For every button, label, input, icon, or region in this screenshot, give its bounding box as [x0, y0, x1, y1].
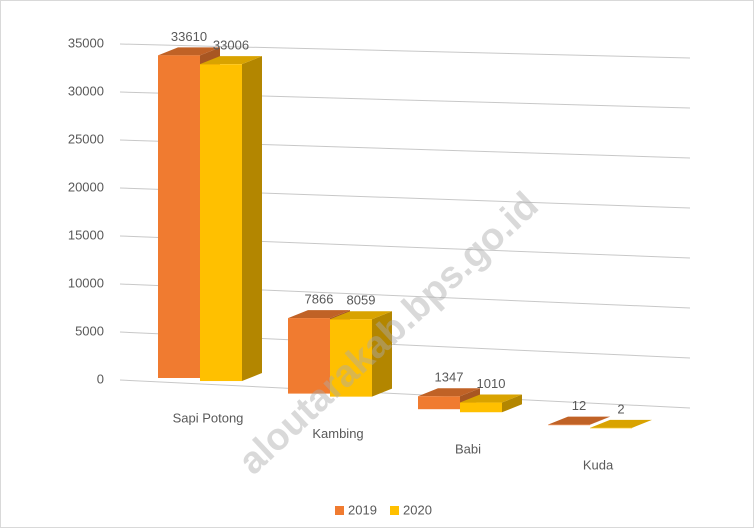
bar-side — [372, 311, 392, 397]
x-tick-label: Kambing — [312, 426, 363, 441]
bar-side — [502, 394, 522, 413]
bar — [200, 56, 262, 382]
y-tick-label: 5000 — [75, 323, 104, 338]
value-label: 33610 — [171, 29, 207, 44]
bar-top — [418, 388, 480, 397]
value-label: 7866 — [305, 292, 334, 307]
bar — [548, 416, 610, 426]
bar-side — [632, 419, 652, 428]
bar-front — [288, 318, 330, 394]
bar-side — [242, 56, 262, 382]
value-label: 12 — [572, 398, 586, 413]
bar-top — [460, 394, 522, 403]
value-label: 1010 — [477, 376, 506, 391]
x-tick-label: Babi — [455, 442, 481, 457]
bar-top — [200, 56, 262, 65]
bar-top — [288, 310, 350, 319]
bar-top — [590, 419, 652, 428]
y-tick-label: 0 — [97, 371, 104, 386]
y-tick-label: 10000 — [68, 275, 104, 290]
bar-front — [200, 64, 242, 382]
legend-swatch — [335, 506, 344, 515]
bar — [460, 394, 522, 413]
bar-front — [548, 424, 590, 426]
legend-swatch — [390, 506, 399, 515]
y-tick-label: 35000 — [68, 35, 104, 50]
grid-line — [119, 43, 691, 59]
bar-front — [590, 427, 632, 429]
bar — [590, 419, 652, 429]
grid-line — [119, 379, 691, 409]
legend-label: 2019 — [348, 502, 377, 517]
bar-top — [548, 416, 610, 425]
value-label: 33006 — [213, 38, 249, 53]
bar-front — [330, 319, 372, 397]
bar-front — [460, 402, 502, 413]
y-tick-label: 15000 — [68, 227, 104, 242]
bar-front — [158, 55, 200, 379]
value-label: 8059 — [347, 293, 376, 308]
x-tick-label: Kuda — [583, 457, 614, 472]
y-tick-label: 30000 — [68, 83, 104, 98]
y-tick-label: 25000 — [68, 131, 104, 146]
y-tick-label: 20000 — [68, 179, 104, 194]
value-label: 1347 — [435, 370, 464, 385]
bar-side — [590, 416, 610, 425]
value-label: 2 — [617, 401, 624, 416]
x-tick-label: Sapi Potong — [173, 410, 244, 425]
legend-label: 2020 — [403, 502, 432, 517]
bar-front — [418, 396, 460, 410]
bar-top — [158, 47, 220, 56]
bar — [330, 311, 392, 397]
bar-top — [330, 311, 392, 320]
